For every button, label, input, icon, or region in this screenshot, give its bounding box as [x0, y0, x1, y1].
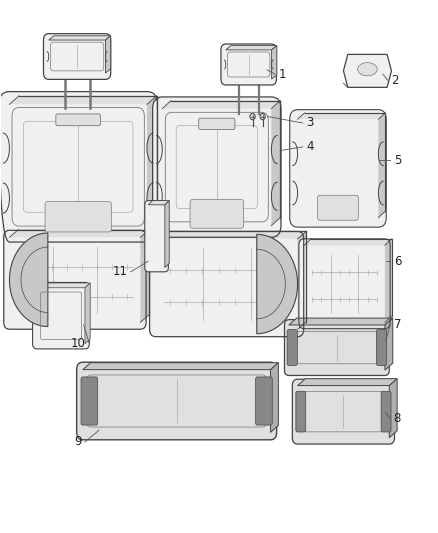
Polygon shape	[226, 46, 277, 50]
Polygon shape	[378, 113, 385, 217]
Polygon shape	[385, 239, 392, 322]
FancyBboxPatch shape	[43, 34, 111, 79]
FancyBboxPatch shape	[290, 110, 386, 227]
Text: 3: 3	[306, 117, 314, 130]
FancyBboxPatch shape	[145, 200, 168, 272]
Text: 2: 2	[392, 74, 399, 87]
FancyBboxPatch shape	[299, 239, 390, 329]
Text: 6: 6	[394, 255, 401, 268]
Polygon shape	[85, 283, 90, 344]
FancyBboxPatch shape	[318, 195, 358, 220]
Polygon shape	[10, 96, 156, 104]
FancyBboxPatch shape	[256, 377, 272, 425]
Text: 4: 4	[306, 140, 314, 154]
Polygon shape	[304, 239, 392, 245]
FancyBboxPatch shape	[77, 362, 277, 440]
FancyBboxPatch shape	[190, 199, 244, 228]
FancyBboxPatch shape	[199, 118, 235, 130]
Polygon shape	[289, 318, 393, 325]
Polygon shape	[37, 283, 90, 288]
FancyBboxPatch shape	[381, 391, 391, 432]
FancyBboxPatch shape	[376, 329, 387, 366]
FancyBboxPatch shape	[32, 282, 89, 349]
FancyBboxPatch shape	[56, 114, 101, 126]
Polygon shape	[297, 231, 306, 329]
Polygon shape	[141, 230, 149, 322]
FancyBboxPatch shape	[45, 201, 111, 232]
Text: 1: 1	[279, 68, 286, 80]
Text: 7: 7	[394, 319, 401, 332]
Polygon shape	[165, 200, 169, 268]
Polygon shape	[358, 63, 377, 76]
Polygon shape	[297, 113, 385, 119]
Polygon shape	[49, 36, 111, 40]
Polygon shape	[389, 378, 397, 438]
Polygon shape	[297, 378, 397, 385]
Text: 8: 8	[394, 411, 401, 424]
FancyBboxPatch shape	[4, 230, 146, 329]
Polygon shape	[147, 96, 156, 229]
Text: 11: 11	[112, 265, 127, 278]
FancyBboxPatch shape	[221, 44, 276, 85]
Polygon shape	[106, 36, 111, 73]
Polygon shape	[257, 235, 297, 334]
Polygon shape	[271, 363, 279, 432]
FancyBboxPatch shape	[296, 391, 306, 432]
FancyBboxPatch shape	[0, 92, 157, 242]
Polygon shape	[272, 101, 280, 225]
FancyBboxPatch shape	[152, 97, 281, 237]
Polygon shape	[10, 230, 149, 237]
Text: 5: 5	[394, 154, 401, 167]
Polygon shape	[155, 231, 306, 239]
FancyBboxPatch shape	[285, 320, 389, 375]
Polygon shape	[385, 318, 393, 370]
Polygon shape	[343, 54, 392, 87]
Polygon shape	[272, 46, 277, 79]
FancyBboxPatch shape	[292, 379, 395, 444]
Polygon shape	[162, 101, 280, 109]
Text: 10: 10	[71, 337, 86, 350]
FancyBboxPatch shape	[287, 329, 297, 366]
Polygon shape	[83, 363, 279, 369]
FancyBboxPatch shape	[81, 377, 98, 425]
Polygon shape	[10, 233, 48, 327]
Circle shape	[250, 114, 255, 120]
FancyBboxPatch shape	[150, 231, 304, 337]
Polygon shape	[148, 200, 169, 205]
Text: 9: 9	[74, 435, 81, 448]
Circle shape	[260, 114, 265, 120]
